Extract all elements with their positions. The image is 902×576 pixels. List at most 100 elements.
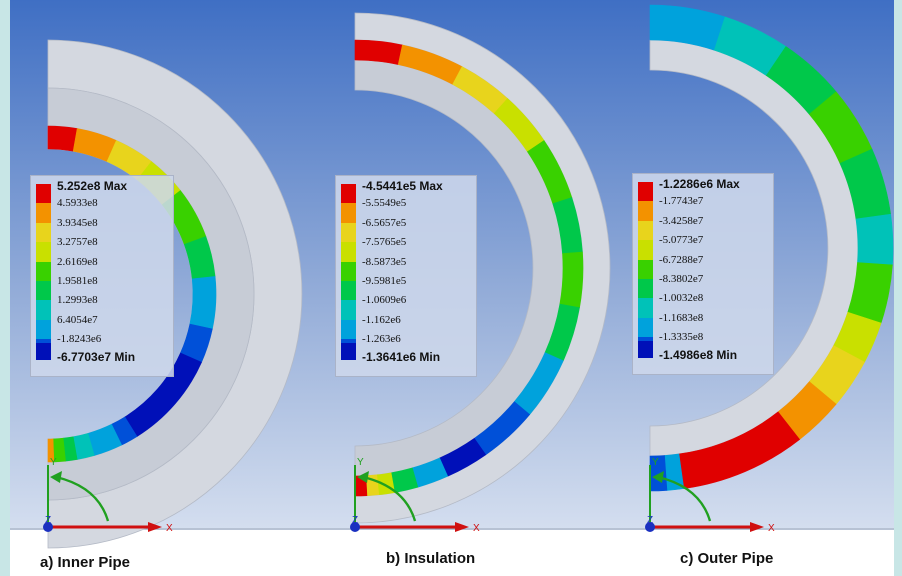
legend-outer-pipe: -1.2286e6 Max -1.7743e7 -3.4258e7 -5.0773e7… (632, 173, 774, 375)
legend-value-label: -1.3335e8 (659, 331, 704, 344)
legend-row (31, 343, 173, 362)
legend-row (31, 319, 173, 340)
legend-swatch (638, 182, 653, 202)
legend-swatch (36, 242, 51, 262)
legend-value-label: 6.4054e7 (57, 313, 98, 326)
legend-value-label: -8.5873e5 (362, 255, 407, 268)
caption-insulation: b) Insulation (386, 550, 476, 567)
legend-row (336, 319, 476, 340)
legend-value-label: 1.9581e8 (57, 275, 98, 287)
legend-value-label: -5.5549e5 (362, 197, 407, 210)
legend-swatch (36, 343, 51, 361)
legend-value-label: 3.9345e8 (57, 216, 98, 229)
legend-swatch (341, 281, 356, 301)
rotation-arrow (362, 475, 417, 522)
legend-row (336, 300, 476, 320)
contour-band-2-14 (376, 472, 395, 496)
legend-value-label: -5.0773e7 (659, 234, 704, 247)
legend-swatch (36, 319, 51, 340)
legend-swatch (36, 184, 51, 204)
legend-swatch (36, 281, 51, 301)
legend-value-label: 2.6169e8 (57, 255, 98, 268)
legend-swatch (638, 220, 653, 241)
right-margin-strip (894, 0, 902, 576)
y-axis-label: Y (50, 457, 57, 468)
x-axis-arrowhead (750, 522, 764, 532)
contour-band-3-13 (649, 455, 668, 492)
rotation-arrow (657, 475, 712, 522)
legend-min-label: -1.4986e8 Min (659, 347, 738, 362)
legend-row (633, 298, 773, 318)
legend-value-label: -1.1683e8 (659, 311, 704, 324)
rotation-arrow (55, 475, 110, 522)
origin-dot (43, 522, 53, 532)
z-axis-label: Z (45, 515, 51, 526)
x-axis-label: X (768, 523, 775, 534)
legend-max-label: -4.5441e5 Max (362, 179, 443, 193)
legend-value-label: -1.8243e6 (57, 333, 102, 346)
legend-row (336, 184, 476, 204)
legend-row (336, 242, 476, 262)
contour-band-1-1 (47, 125, 78, 152)
legend-value-label: -6.7288e7 (659, 253, 704, 266)
legend-insulation: -4.5441e5 Max -5.5549e5 -6.5657e5 -7.5765e5… (335, 175, 477, 377)
legend-swatch (638, 259, 653, 279)
x-axis-label: X (166, 523, 173, 534)
legend-row (31, 203, 173, 223)
legend-value-label: -3.4258e7 (659, 214, 704, 227)
legend-row (633, 220, 773, 241)
z-axis-label: Z (647, 515, 653, 526)
legend-row (633, 341, 773, 360)
y-axis-label: Y (652, 457, 659, 468)
z-axis-label: Z (352, 515, 358, 526)
legend-swatch (341, 242, 356, 262)
legend-swatch (638, 240, 653, 260)
rotation-arrowhead (357, 471, 369, 483)
legend-row (336, 222, 476, 243)
legend-row (336, 281, 476, 301)
legend-swatch (341, 184, 356, 204)
legend-row (633, 182, 773, 202)
x-axis-arrowhead (455, 522, 469, 532)
legend-swatch (36, 300, 51, 320)
legend-value-label: -9.5981e5 (362, 275, 407, 287)
legend-row (31, 300, 173, 320)
legend-value-label: 4.5933e8 (57, 197, 98, 210)
legend-swatch (638, 341, 653, 359)
legend-row (633, 279, 773, 299)
axis-triad-3: X Y Z (645, 457, 775, 534)
contour-band-1-7 (189, 276, 217, 330)
legend-value-label: 3.2757e8 (57, 236, 98, 249)
legend-value-label: -6.5657e5 (362, 216, 407, 229)
legend-min-label: -6.7703e7 Min (57, 349, 136, 364)
legend-value-label: -1.0609e6 (362, 294, 407, 307)
legend-min-label: -1.3641e6 Min (362, 349, 441, 364)
x-axis-arrowhead (148, 522, 162, 532)
legend-value-label: -8.3802e7 (659, 273, 704, 285)
legend-swatch (341, 203, 356, 223)
legend-max-label: 5.252e8 Max (57, 179, 128, 193)
legend-row (336, 343, 476, 362)
contour-band-1-15 (47, 438, 55, 463)
legend-row (336, 261, 476, 281)
caption-strip (10, 530, 894, 576)
axis-triad-2: X Y Z (350, 457, 480, 534)
y-axis-label: Y (357, 457, 364, 468)
legend-value-label: -7.5765e5 (362, 236, 407, 249)
legend-row (336, 203, 476, 223)
rotation-arrowhead (50, 471, 62, 483)
legend-swatch (638, 317, 653, 338)
legend-value-label: -1.162e6 (362, 313, 401, 326)
legend-swatch (36, 261, 51, 281)
legend-swatch (341, 319, 356, 340)
caption-outer-pipe: c) Outer Pipe (680, 550, 774, 567)
legend-row (31, 281, 173, 301)
legend-max-label: -1.2286e6 Max (659, 177, 740, 191)
legend-swatch (36, 222, 51, 243)
origin-dot (350, 522, 360, 532)
contour-band-3-6 (855, 213, 894, 266)
legend-inner-pipe: 5.252e8 Max 4.5933e8 3.9345e8 3.2757e8 2.616… (30, 175, 174, 377)
legend-swatch (638, 279, 653, 299)
legend-swatch (36, 203, 51, 223)
legend-swatch (341, 343, 356, 361)
